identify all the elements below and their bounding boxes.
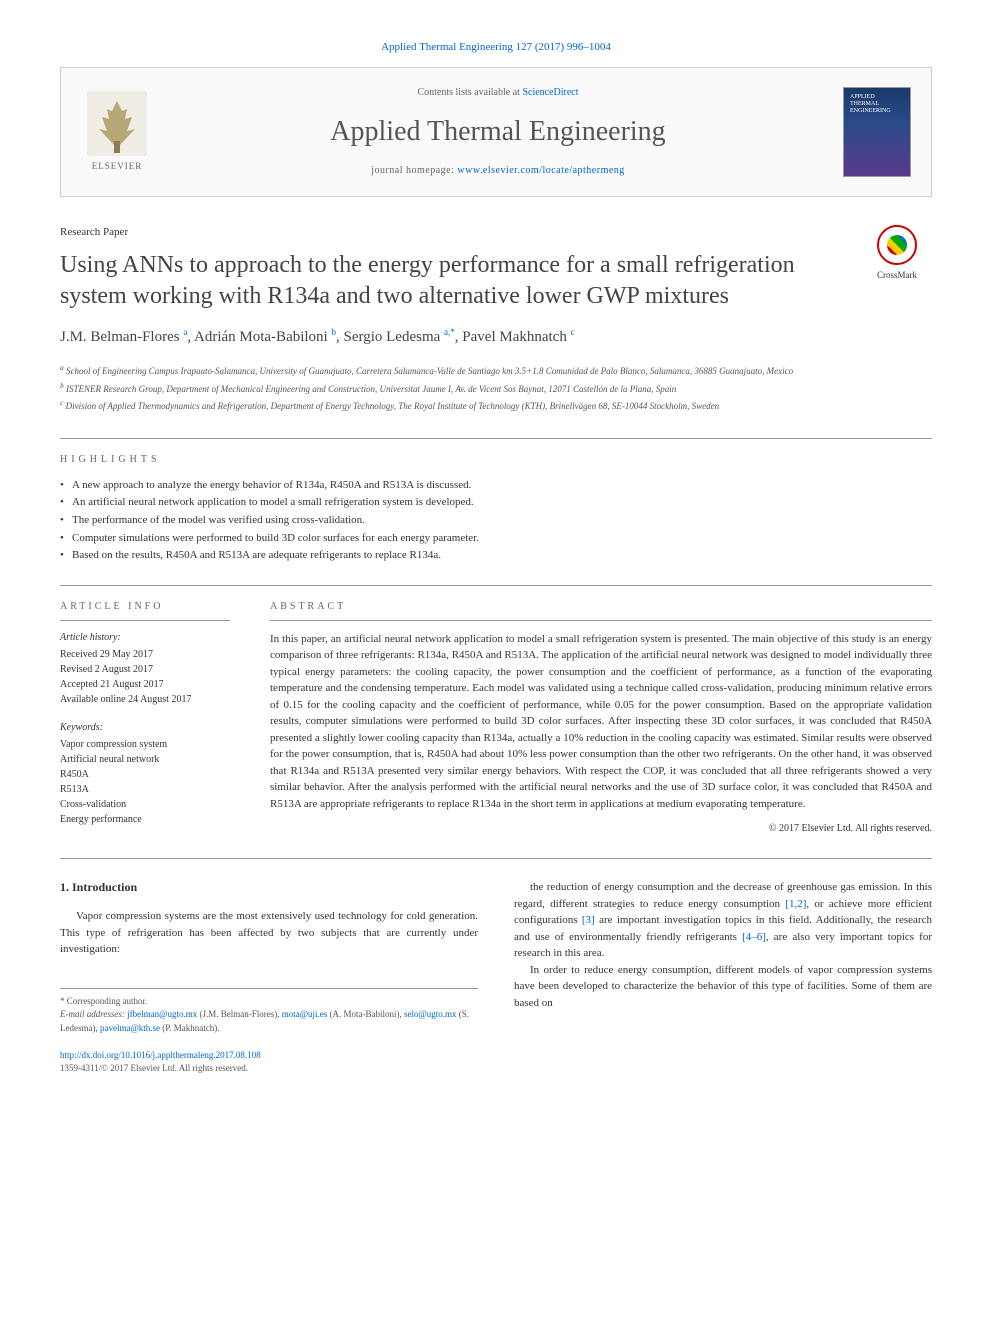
footnotes: * Corresponding author. E-mail addresses… — [60, 988, 478, 1036]
abstract-copyright: © 2017 Elsevier Ltd. All rights reserved… — [270, 822, 932, 836]
abstract-label: ABSTRACT — [270, 600, 932, 621]
affiliation: a School of Engineering Campus Irapuato-… — [60, 362, 932, 379]
body-columns: 1. Introduction Vapor compression system… — [60, 879, 932, 1074]
journal-header: ELSEVIER Contents lists available at Sci… — [60, 67, 932, 196]
affiliations: a School of Engineering Campus Irapuato-… — [60, 362, 932, 414]
journal-cover-thumbnail: APPLIED THERMAL ENGINEERING — [843, 87, 911, 177]
highlight-item: An artificial neural network application… — [60, 494, 932, 512]
ref-link[interactable]: [1,2] — [785, 898, 806, 910]
elsevier-label: ELSEVIER — [92, 160, 143, 173]
email-link[interactable]: jfbelman@ugto.mx — [127, 1009, 197, 1019]
homepage-line: journal homepage: www.elsevier.com/locat… — [173, 164, 823, 178]
top-citation: Applied Thermal Engineering 127 (2017) 9… — [60, 40, 932, 55]
affiliation: b ISTENER Research Group, Department of … — [60, 380, 932, 397]
authors-line: J.M. Belman-Flores a, Adrián Mota-Babilo… — [60, 326, 932, 348]
title-row: Research Paper Using ANNs to approach to… — [60, 225, 932, 313]
email-link[interactable]: pavelma@kth.se — [100, 1023, 160, 1033]
issn-line: 1359-4311/© 2017 Elsevier Ltd. All right… — [60, 1063, 248, 1073]
elsevier-logo: ELSEVIER — [81, 87, 153, 177]
keyword-item: Vapor compression system — [60, 737, 230, 752]
contents-line: Contents lists available at ScienceDirec… — [173, 86, 823, 100]
highlight-item: The performance of the model was verifie… — [60, 512, 932, 530]
highlights-label: HIGHLIGHTS — [60, 453, 932, 467]
affiliation: c Division of Applied Thermodynamics and… — [60, 397, 932, 414]
highlights-section: HIGHLIGHTS A new approach to analyze the… — [60, 453, 932, 565]
intro-paragraph-2: the reduction of energy consumption and … — [514, 879, 932, 962]
sciencedirect-link[interactable]: ScienceDirect — [522, 87, 578, 98]
divider — [60, 585, 932, 586]
info-abstract-row: ARTICLE INFO Article history: Received 2… — [60, 600, 932, 837]
intro-heading: 1. Introduction — [60, 879, 478, 896]
paper-type: Research Paper — [60, 225, 842, 240]
history-items: Received 29 May 2017Revised 2 August 201… — [60, 647, 230, 707]
history-item: Available online 24 August 2017 — [60, 692, 230, 707]
highlight-item: Computer simulations were performed to b… — [60, 530, 932, 548]
email-link[interactable]: selo@ugto.mx — [404, 1009, 457, 1019]
history-item: Received 29 May 2017 — [60, 647, 230, 662]
intro-paragraph-1: Vapor compression systems are the most e… — [60, 908, 478, 958]
page-container: Applied Thermal Engineering 127 (2017) 9… — [0, 0, 992, 1104]
header-center: Contents lists available at ScienceDirec… — [173, 86, 823, 177]
keyword-item: Energy performance — [60, 812, 230, 827]
history-item: Accepted 21 August 2017 — [60, 677, 230, 692]
title-block: Research Paper Using ANNs to approach to… — [60, 225, 842, 313]
elsevier-tree-icon — [87, 91, 147, 156]
article-history-label: Article history: — [60, 631, 230, 645]
keywords-items: Vapor compression systemArtificial neura… — [60, 737, 230, 827]
keyword-item: R450A — [60, 767, 230, 782]
body-divider — [60, 858, 932, 859]
contents-prefix: Contents lists available at — [417, 87, 522, 98]
highlight-item: A new approach to analyze the energy beh… — [60, 477, 932, 495]
doi-issn: http://dx.doi.org/10.1016/j.applthermale… — [60, 1049, 478, 1074]
body-col-left: 1. Introduction Vapor compression system… — [60, 879, 478, 1074]
cover-text: APPLIED THERMAL ENGINEERING — [850, 94, 904, 116]
homepage-link[interactable]: www.elsevier.com/locate/apthermeng — [457, 165, 624, 176]
crossmark-label: CrossMark — [862, 269, 932, 282]
keyword-item: Artificial neural network — [60, 752, 230, 767]
article-info: ARTICLE INFO Article history: Received 2… — [60, 600, 230, 837]
corresponding-note: * Corresponding author. — [60, 995, 478, 1009]
crossmark-badge[interactable]: CrossMark — [862, 225, 932, 282]
ref-link[interactable]: [4–6] — [742, 931, 766, 943]
emails-line: E-mail addresses: jfbelman@ugto.mx (J.M.… — [60, 1008, 478, 1035]
abstract-text: In this paper, an artificial neural netw… — [270, 631, 932, 813]
ref-link[interactable]: [3] — [582, 914, 595, 926]
history-item: Revised 2 August 2017 — [60, 662, 230, 677]
doi-link[interactable]: http://dx.doi.org/10.1016/j.applthermale… — [60, 1050, 261, 1060]
homepage-prefix: journal homepage: — [371, 165, 457, 176]
email-link[interactable]: mota@uji.es — [282, 1009, 328, 1019]
keyword-item: R513A — [60, 782, 230, 797]
highlights-list: A new approach to analyze the energy beh… — [60, 477, 932, 565]
paper-title: Using ANNs to approach to the energy per… — [60, 250, 842, 312]
abstract-section: ABSTRACT In this paper, an artificial ne… — [270, 600, 932, 837]
keyword-item: Cross-validation — [60, 797, 230, 812]
body-col-right: the reduction of energy consumption and … — [514, 879, 932, 1074]
crossmark-icon — [877, 225, 917, 265]
intro-paragraph-3: In order to reduce energy consumption, d… — [514, 962, 932, 1012]
article-info-label: ARTICLE INFO — [60, 600, 230, 621]
highlight-item: Based on the results, R450A and R513A ar… — [60, 547, 932, 565]
keywords-label: Keywords: — [60, 721, 230, 735]
divider — [60, 438, 932, 439]
journal-title: Applied Thermal Engineering — [173, 112, 823, 151]
